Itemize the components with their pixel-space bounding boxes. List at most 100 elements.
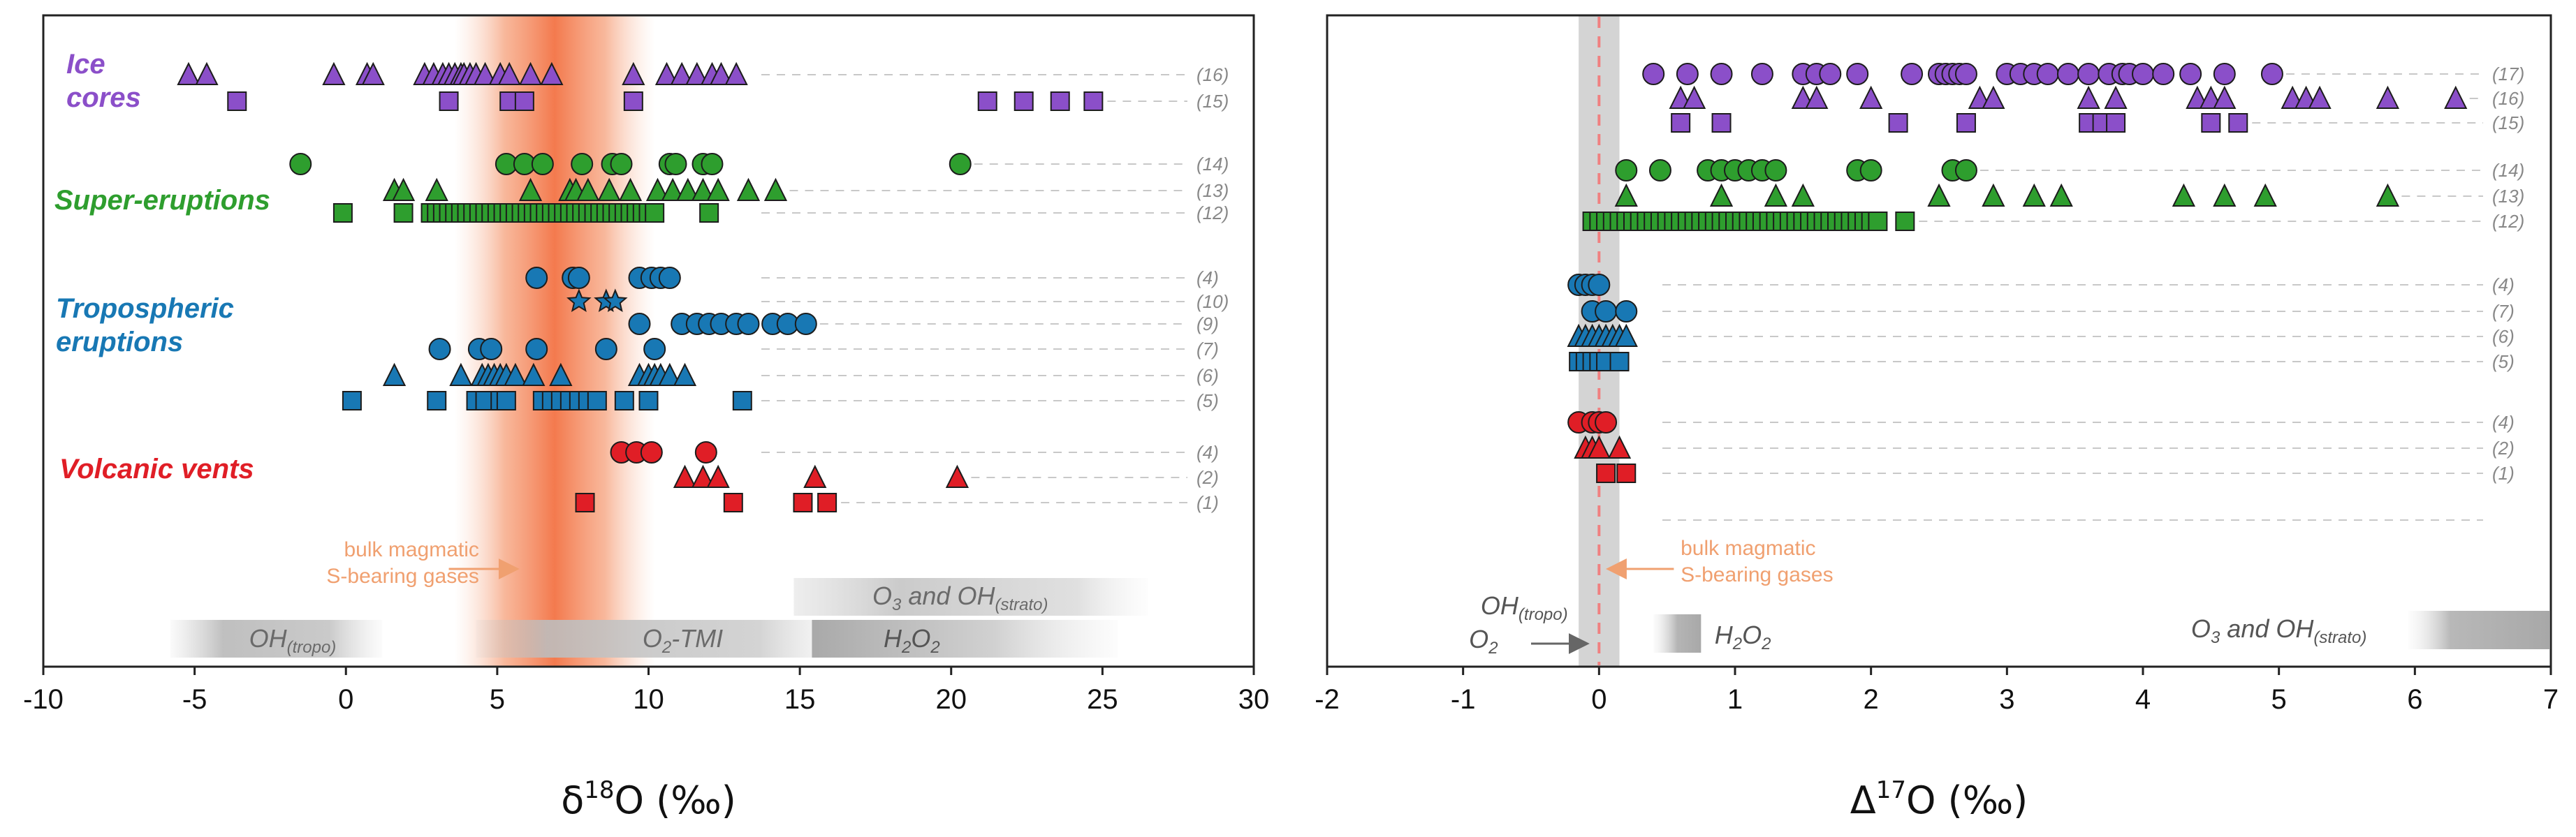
triangle-marker <box>2376 183 2400 207</box>
triangle-marker <box>2104 85 2128 109</box>
circle-marker <box>2077 63 2100 85</box>
circle-marker <box>949 153 972 175</box>
triangle-marker <box>177 61 200 85</box>
square-marker <box>614 391 634 410</box>
h2o2-label: H2O2 <box>884 624 940 657</box>
x-tick-label: -5 <box>182 684 207 715</box>
x-tick-label: -1 <box>1451 684 1476 715</box>
row-reference: (4) <box>2492 274 2515 295</box>
row-reference: (2) <box>1196 467 1219 488</box>
circle-marker <box>289 153 312 175</box>
circle-marker <box>1615 159 1638 182</box>
x-tick-label: 25 <box>1087 684 1118 715</box>
triangle-marker <box>540 61 564 85</box>
row-reference: (4) <box>1196 442 1219 463</box>
circle-marker <box>1648 159 1671 182</box>
right-x-axis: -2 -1 0 1 2 3 4 5 6 7 <box>1315 667 2559 715</box>
triangle-marker <box>706 177 730 201</box>
triangle-marker <box>661 177 685 201</box>
triangle-marker <box>1587 435 1611 459</box>
circle-marker <box>1954 159 1977 182</box>
triangle-marker <box>518 177 543 201</box>
circle-marker <box>610 153 633 175</box>
row-reference: (12) <box>2492 211 2524 232</box>
square-marker <box>645 203 665 223</box>
row-reference: (10) <box>1196 291 1229 312</box>
triangle-marker <box>654 61 679 85</box>
row-reference: (6) <box>2492 326 2515 347</box>
square-marker <box>427 391 447 410</box>
triangle-marker <box>736 177 761 201</box>
square-marker <box>623 91 643 111</box>
circle-marker <box>525 338 548 360</box>
circle-marker <box>1642 63 1665 85</box>
circle-marker <box>640 441 663 464</box>
group-label: Ice <box>66 49 105 80</box>
triangle-marker <box>2022 183 2046 207</box>
oh-tropo-label: OH(tropo) <box>249 624 337 657</box>
x-tick-label: 30 <box>1238 684 1270 715</box>
triangle-marker <box>2213 183 2237 207</box>
triangle-marker <box>763 177 788 201</box>
x-tick-label: 3 <box>1999 684 2014 715</box>
h2o2-label: H2O2 <box>1715 621 1771 653</box>
square-marker <box>1596 464 1616 483</box>
circle-marker <box>1901 63 1924 85</box>
square-marker <box>1050 91 1070 111</box>
square-marker <box>723 493 743 512</box>
group-label: Super-eruptions <box>54 185 270 216</box>
right-guide-lines <box>1662 73 2483 521</box>
triangle-marker <box>497 61 521 85</box>
left-data-points <box>177 61 1104 512</box>
right-row-references: (17) (16) (15) (14) (13) (12) (4) (7) (6) (5) (4) (… <box>2492 64 2524 484</box>
row-reference: (12) <box>1196 202 1229 223</box>
triangle-marker <box>2172 183 2196 207</box>
circle-marker <box>1676 63 1699 85</box>
circle-marker <box>480 338 503 360</box>
bulk-magmatic-label: bulk magmatic <box>344 538 478 561</box>
triangle-marker <box>945 464 969 488</box>
x-tick-label: 4 <box>2135 684 2151 715</box>
triangle-marker <box>618 177 643 201</box>
circle-marker <box>2260 63 2283 85</box>
x-tick-label: 0 <box>1591 684 1607 715</box>
group-label: cores <box>66 82 141 113</box>
oh-tropo-label: OH(tropo) <box>1481 591 1568 624</box>
x-tick-label: 7 <box>2543 684 2559 715</box>
x-tick-label: -2 <box>1315 684 1340 715</box>
row-reference: (4) <box>1196 267 1219 288</box>
o2-tmi-label: O2-TMI <box>643 624 723 657</box>
circle-marker <box>531 153 554 175</box>
triangle-marker <box>1859 85 1883 109</box>
triangle-marker <box>1764 183 1788 207</box>
square-marker <box>2201 113 2221 133</box>
triangle-marker <box>803 464 827 488</box>
o3-oh-strato-label: O3 and OH(strato) <box>2191 614 2366 647</box>
left-panel: OH(tropo) O2-TMI H2O2 O3 and OH(strato) (16… <box>23 14 1270 822</box>
row-reference: (1) <box>2492 463 2515 484</box>
square-marker <box>699 203 719 223</box>
triangle-marker <box>1927 183 1951 207</box>
square-marker <box>587 391 607 410</box>
circle-marker <box>594 338 617 360</box>
square-marker <box>2106 113 2126 133</box>
triangle-marker <box>382 362 407 386</box>
row-reference: (14) <box>2492 160 2524 181</box>
circle-marker <box>2036 63 2059 85</box>
triangle-marker <box>685 61 709 85</box>
triangle-marker <box>522 362 546 386</box>
triangle-marker <box>645 177 670 201</box>
triangle-marker <box>724 61 748 85</box>
row-reference: (5) <box>2492 351 2515 372</box>
circle-marker <box>567 267 590 289</box>
square-marker <box>342 391 362 410</box>
left-row-references: (16) (15) (14) (13)(12) (4) (10)(9) (7) (6) (5) (… <box>1196 64 1229 513</box>
triangle-marker <box>518 61 543 85</box>
circle-marker <box>1588 274 1611 296</box>
triangle-marker <box>549 362 573 386</box>
triangle-marker <box>691 177 715 201</box>
circle-marker <box>1615 300 1638 323</box>
square-marker <box>2228 113 2248 133</box>
x-tick-label: 5 <box>490 684 505 715</box>
o3-oh-strato-label: O3 and OH(strato) <box>872 582 1048 614</box>
